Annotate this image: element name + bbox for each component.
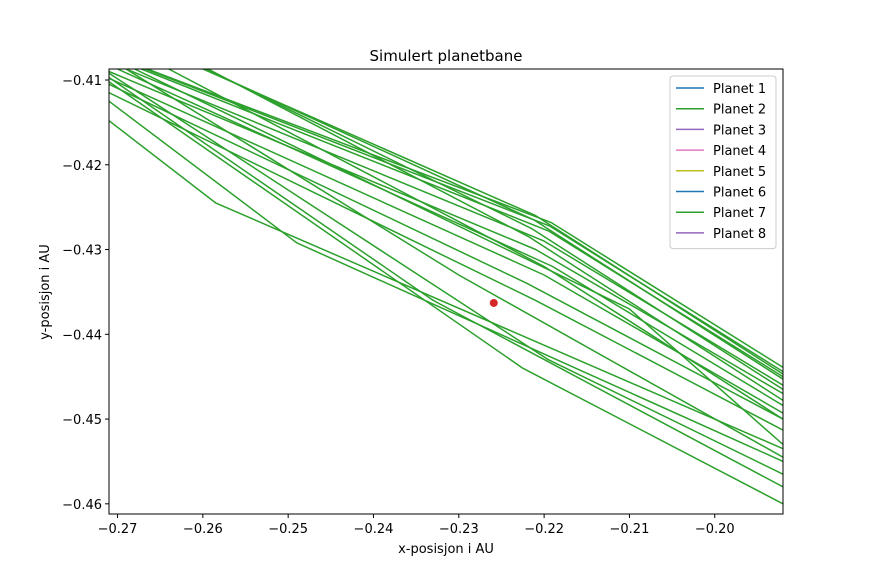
orbit-line-0-4	[204, 69, 783, 380]
x-tick-label: −0.23	[439, 522, 479, 537]
legend-label: Planet 3	[713, 123, 766, 138]
orbit-line-0-0	[147, 69, 783, 369]
legend-label: Planet 1	[713, 82, 766, 97]
orbit-line-0-14	[109, 100, 783, 463]
plot-frame	[108, 68, 784, 515]
orbit-line-0-8	[207, 69, 783, 402]
legend-label: Planet 7	[713, 206, 766, 221]
y-tick-label: −0.45	[62, 413, 102, 428]
orbit-line-0-2	[202, 69, 783, 375]
orbit-line-0-7	[109, 70, 783, 395]
orbit-line-0-11	[109, 83, 783, 420]
y-tick-label: −0.46	[62, 498, 102, 513]
orbit-line-0-12	[109, 92, 783, 431]
x-axis-ticks: −0.27 −0.26 −0.25 −0.24 −0.23 −0.22 −0.21 −0.20	[98, 514, 735, 537]
orbit-line-0-10	[109, 77, 783, 414]
y-tick-label: −0.44	[62, 328, 102, 343]
legend: Planet 1 Planet 2 Planet 3 Planet 4 Planet 5…	[669, 75, 777, 250]
y-axis-label: y-posisjon i AU	[38, 244, 53, 340]
chart-title: Simulert planetbane	[370, 47, 523, 65]
y-tick-label: −0.42	[62, 159, 102, 174]
legend-label: Planet 6	[713, 186, 766, 201]
marker-layer	[489, 298, 498, 307]
y-axis-ticks: −0.41 −0.42 −0.43 −0.44 −0.45 −0.46	[62, 74, 109, 513]
orbit-line-0-1	[145, 69, 783, 373]
legend-box	[669, 75, 777, 250]
orbit-line-0-6	[205, 69, 783, 391]
x-tick-label: −0.20	[695, 522, 735, 537]
orbit-line-0-17	[109, 81, 783, 505]
orbit-line-0-15	[109, 72, 783, 475]
orbit-line-0-19	[168, 69, 783, 420]
x-tick-label: −0.22	[524, 522, 564, 537]
x-axis-label: x-posisjon i AU	[398, 542, 494, 557]
legend-label: Planet 8	[713, 227, 766, 242]
orbit-line-0-18	[134, 69, 783, 446]
orbit-line-0-16	[109, 76, 783, 488]
orbit-line-0-5	[125, 69, 783, 386]
x-tick-label: −0.21	[610, 522, 650, 537]
marker-point	[489, 298, 498, 307]
orbit-line-0-20	[125, 69, 783, 458]
y-tick-label: −0.43	[62, 244, 102, 259]
legend-label: Planet 5	[713, 165, 766, 180]
legend-label: Planet 4	[713, 144, 766, 159]
orbit-line-0-3	[141, 69, 783, 378]
orbit-line-0-13	[109, 120, 783, 450]
y-tick-label: −0.41	[62, 74, 102, 89]
orbit-lines	[109, 69, 783, 505]
orbit-line-0-9	[117, 69, 783, 407]
x-tick-label: −0.27	[98, 522, 138, 537]
x-tick-label: −0.24	[354, 522, 394, 537]
legend-label: Planet 2	[713, 103, 766, 118]
x-tick-label: −0.25	[268, 522, 308, 537]
x-tick-label: −0.26	[183, 522, 223, 537]
